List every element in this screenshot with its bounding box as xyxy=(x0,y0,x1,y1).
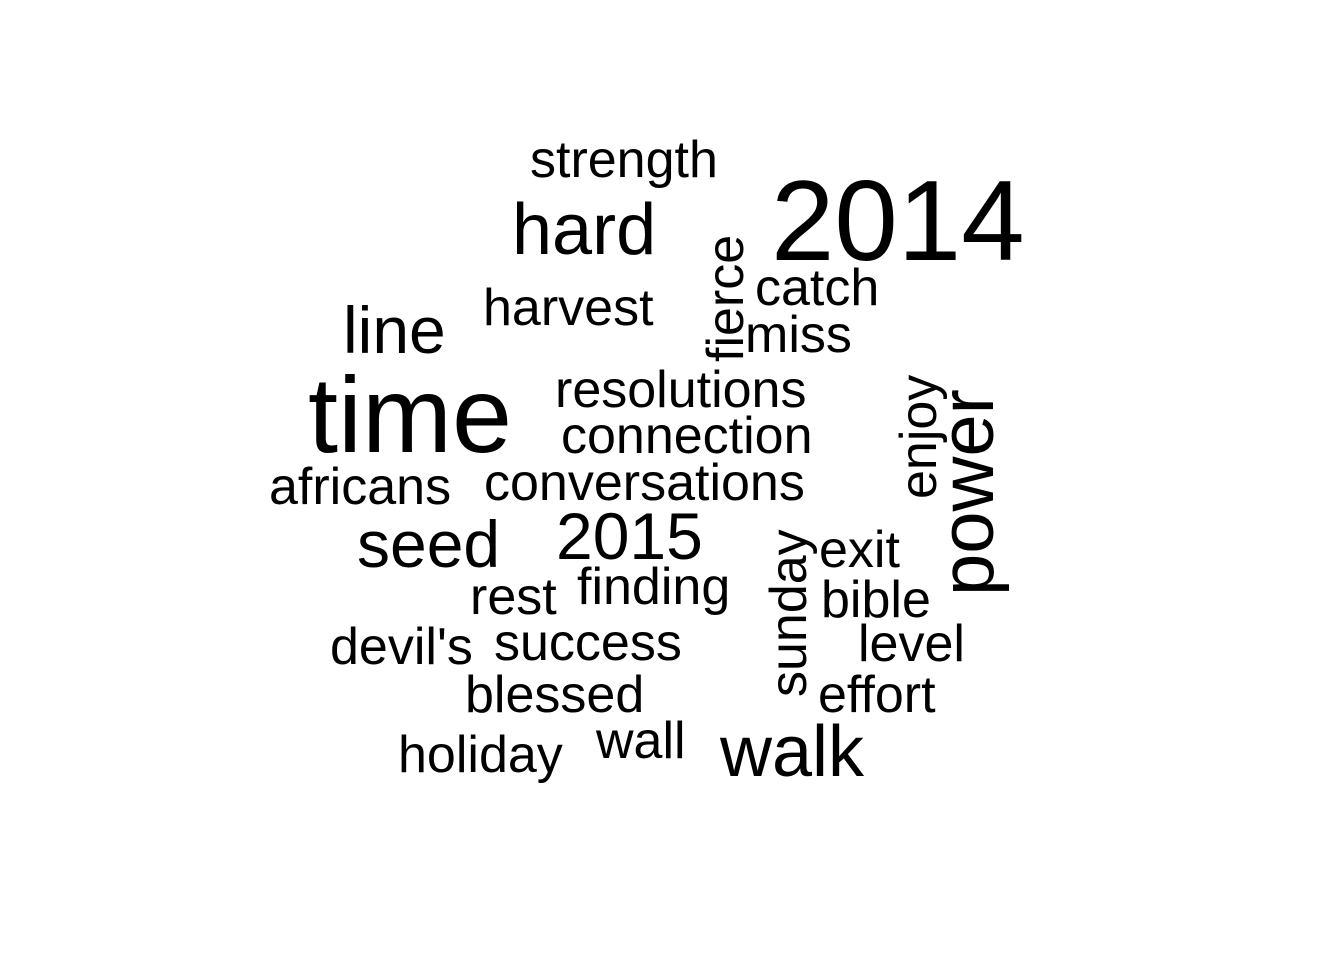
word-success: success xyxy=(494,614,682,672)
word-fierce: fierce xyxy=(697,235,755,362)
word-bible: bible xyxy=(821,571,931,629)
word-devil-s: devil's xyxy=(330,618,473,676)
word-power: power xyxy=(925,389,1010,596)
word-time: time xyxy=(308,354,512,475)
word-2015: 2015 xyxy=(556,499,703,573)
word-enjoy: enjoy xyxy=(890,375,948,499)
word-miss: miss xyxy=(745,306,852,364)
word-sunday: sunday xyxy=(760,529,818,697)
word-strength: strength xyxy=(530,131,718,189)
word-resolutions: resolutions xyxy=(555,361,806,419)
word-conversations: conversations xyxy=(484,454,805,512)
word-wall: wall xyxy=(595,712,686,770)
word-africans: africans xyxy=(269,458,451,516)
word-finding: finding xyxy=(577,558,730,616)
word-level: level xyxy=(858,615,965,673)
word-blessed: blessed xyxy=(465,666,644,724)
word-rest: rest xyxy=(470,568,557,626)
word-cloud-words: 2014 time power walk hard seed 2015 line strengt… xyxy=(269,131,1025,792)
word-2014: 2014 xyxy=(771,158,1025,285)
word-connection: connection xyxy=(561,407,813,465)
word-holiday: holiday xyxy=(398,726,563,784)
word-seed: seed xyxy=(357,507,500,581)
word-harvest: harvest xyxy=(483,279,654,337)
word-hard: hard xyxy=(512,190,656,270)
word-catch: catch xyxy=(755,259,879,317)
word-effort: effort xyxy=(818,666,936,724)
word-exit: exit xyxy=(819,521,900,579)
word-line: line xyxy=(343,293,446,367)
word-walk: walk xyxy=(719,712,865,792)
